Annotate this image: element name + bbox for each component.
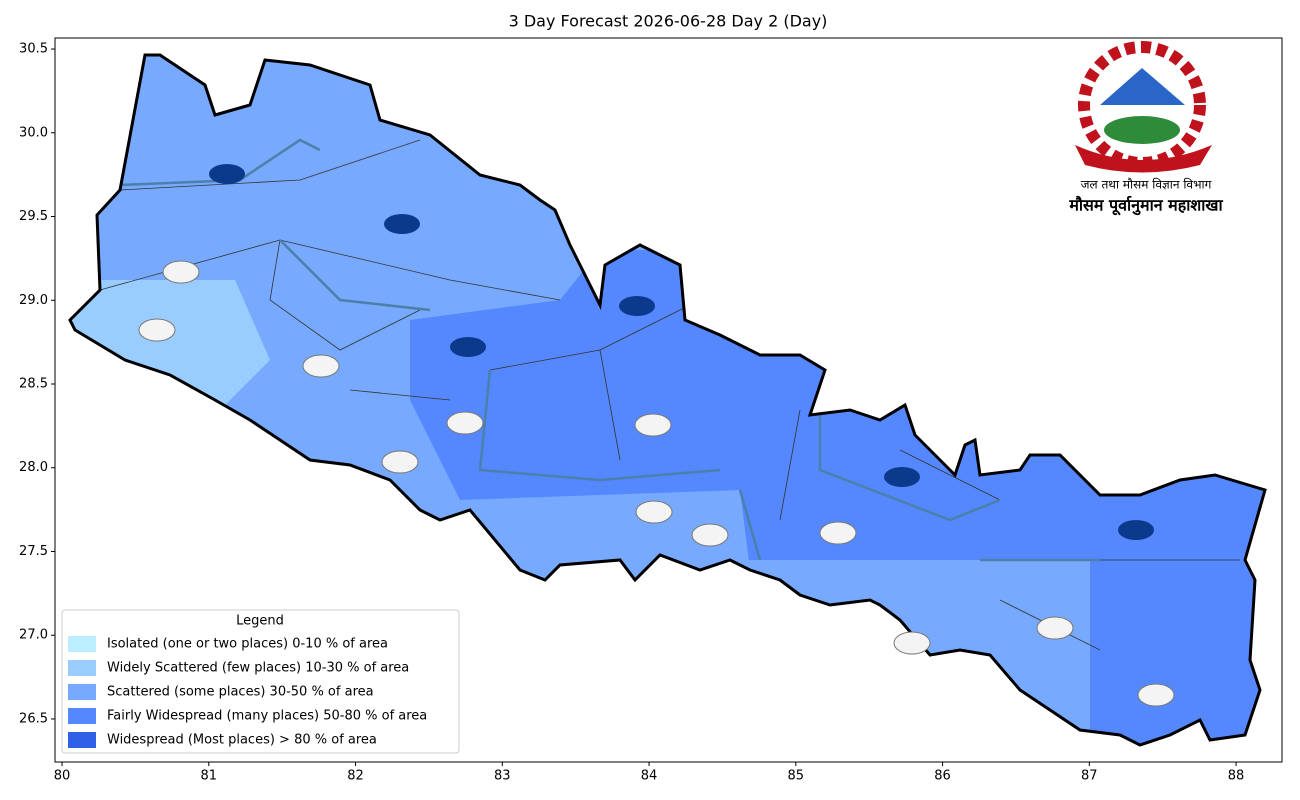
y-tick-label: 28.0 xyxy=(19,460,48,475)
x-tick-label: 84 xyxy=(641,769,658,784)
y-tick-label: 27.0 xyxy=(19,628,48,643)
y-tick-label: 27.5 xyxy=(19,544,48,559)
legend-label: Widely Scattered (few places) 10-30 % of… xyxy=(107,661,409,676)
y-tick-label: 30.5 xyxy=(19,42,48,57)
y-tick-label: 28.5 xyxy=(19,377,48,392)
x-tick-label: 80 xyxy=(54,769,71,784)
legend: Legend Isolated (one or two places) 0-10… xyxy=(61,609,460,754)
division-name: मौसम पूर्वानुमान महाशाखा xyxy=(1068,196,1223,216)
department-name: जल तथा मौसम विज्ञान विभाग xyxy=(1081,178,1212,192)
logo: जल तथा मौसम विज्ञान विभाग मौसम पूर्वानुम… xyxy=(1068,41,1224,216)
weather-icons xyxy=(138,164,1175,707)
legend-title: Legend xyxy=(236,614,284,629)
x-tick-label: 88 xyxy=(1228,769,1245,784)
x-tick-label: 85 xyxy=(788,769,805,784)
x-tick-label: 81 xyxy=(201,769,218,784)
legend-swatch xyxy=(68,684,96,700)
x-tick-label: 87 xyxy=(1081,769,1098,784)
y-tick-label: 29.0 xyxy=(19,293,48,308)
legend-label: Scattered (some places) 30-50 % of area xyxy=(107,685,374,700)
x-tick-label: 83 xyxy=(494,769,511,784)
legend-swatch xyxy=(68,732,96,748)
legend-swatch xyxy=(68,660,96,676)
legend-label: Isolated (one or two places) 0-10 % of a… xyxy=(107,637,388,652)
legend-swatch xyxy=(68,708,96,724)
chart-title: 3 Day Forecast 2026-06-28 Day 2 (Day) xyxy=(509,12,828,31)
legend-swatch xyxy=(68,636,96,652)
y-tick-label: 30.0 xyxy=(19,125,48,140)
x-tick-label: 82 xyxy=(347,769,364,784)
x-tick-label: 86 xyxy=(934,769,951,784)
legend-label: Widespread (Most places) > 80 % of area xyxy=(107,733,377,748)
rain-cloud-icons xyxy=(138,260,1175,707)
y-tick-label: 29.5 xyxy=(19,209,48,224)
legend-box xyxy=(61,609,460,754)
legend-label: Fairly Widespread (many places) 50-80 % … xyxy=(107,709,427,724)
province-borders xyxy=(119,138,1100,562)
y-tick-label: 26.5 xyxy=(19,711,48,726)
snow-cloud-icons xyxy=(209,164,1154,540)
